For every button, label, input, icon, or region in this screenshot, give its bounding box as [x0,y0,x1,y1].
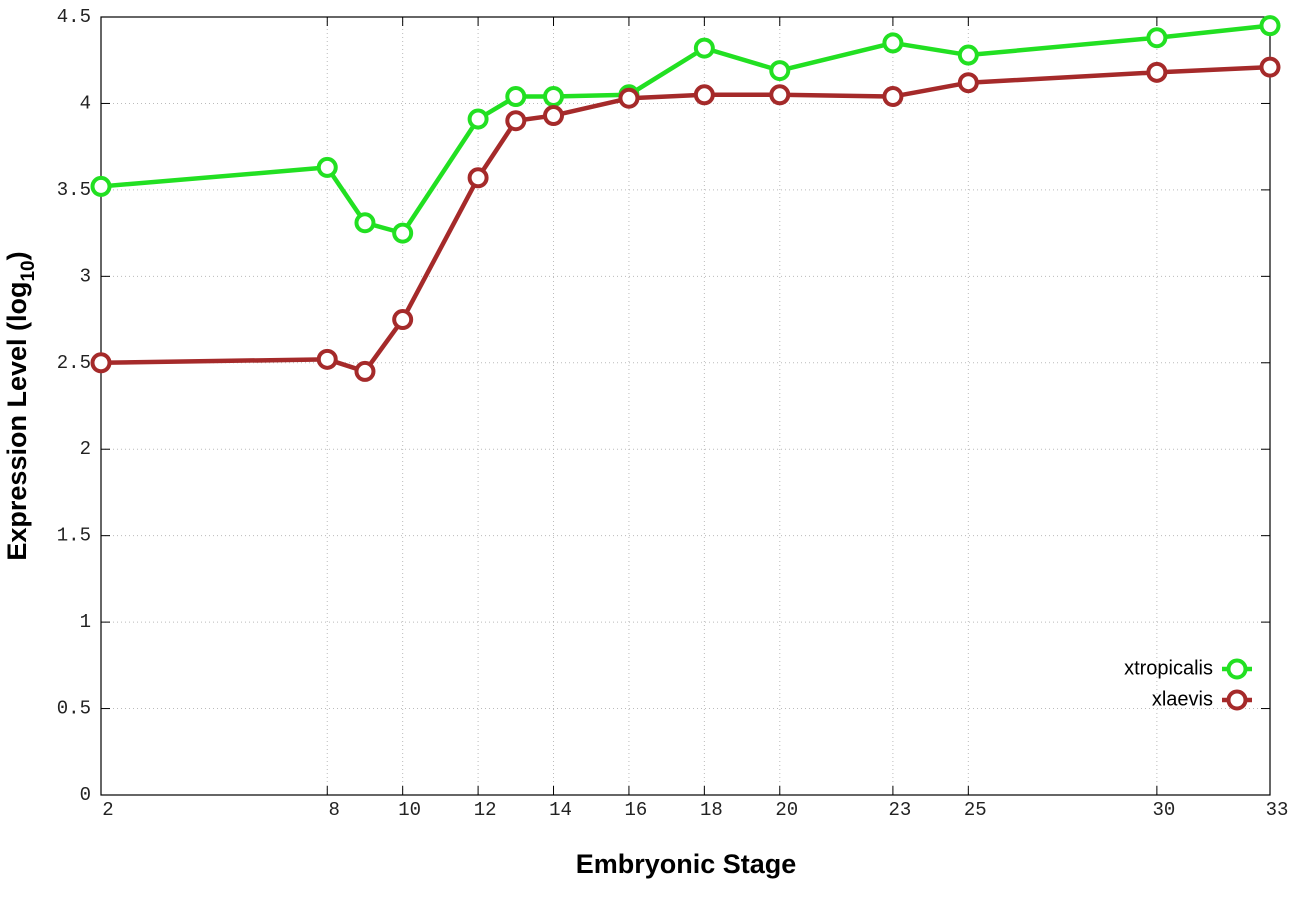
data-point [1259,56,1281,78]
y-tick-label: 2 [80,438,91,460]
y-tick-label: 1 [80,611,91,633]
data-point [354,360,376,382]
y-axis-title-sub: 10 [18,260,39,281]
data-point [316,156,338,178]
data-point [316,348,338,370]
x-tick-label: 10 [398,799,421,821]
legend-marker [1226,658,1248,680]
data-point [882,86,904,108]
data-point [882,32,904,54]
data-point [957,72,979,94]
x-axis-title: Embryonic Stage [576,849,797,879]
data-point [1146,61,1168,83]
data-point [392,309,414,331]
data-point [769,84,791,106]
data-point [90,175,112,197]
legend-label: xlaevis [1152,688,1213,710]
x-tick-label: 16 [625,799,648,821]
y-tick-label: 3 [80,265,91,287]
y-tick-label: 4.5 [57,6,91,28]
x-tick-label: 8 [329,799,340,821]
y-tick-label: 3.5 [57,179,91,201]
data-point [1146,27,1168,49]
x-tick-label: 18 [700,799,723,821]
data-point [618,87,640,109]
x-tick-label: 14 [549,799,572,821]
x-tick-label: 2 [102,799,113,821]
x-tick-label: 23 [888,799,911,821]
data-point [467,167,489,189]
x-tick-label: 20 [775,799,798,821]
data-point [90,352,112,374]
data-point [467,108,489,130]
data-point [505,86,527,108]
x-tick-label: 33 [1266,799,1289,821]
y-tick-label: 1.5 [57,525,91,547]
y-tick-label: 2.5 [57,352,91,374]
data-point [392,222,414,244]
data-point [543,105,565,127]
data-point [769,60,791,82]
legend-marker [1226,689,1248,711]
y-tick-label: 0 [80,784,91,806]
data-point [543,86,565,108]
y-axis-title: Expression Level (log10) [2,251,39,560]
data-point [354,212,376,234]
data-point [693,37,715,59]
y-axis-title-end: ) [2,251,32,260]
x-tick-label: 25 [964,799,987,821]
x-tick-label: 12 [474,799,497,821]
legend-label: xtropicalis [1124,657,1213,679]
data-point [693,84,715,106]
y-tick-label: 0.5 [57,698,91,720]
data-point [957,44,979,66]
data-point [1259,15,1281,37]
y-tick-label: 4 [80,92,91,114]
x-tick-label: 30 [1152,799,1175,821]
series-line [100,64,1271,374]
data-point [505,110,527,132]
plot-border [100,16,1271,796]
y-axis-title-main: Expression Level (log [2,282,32,561]
